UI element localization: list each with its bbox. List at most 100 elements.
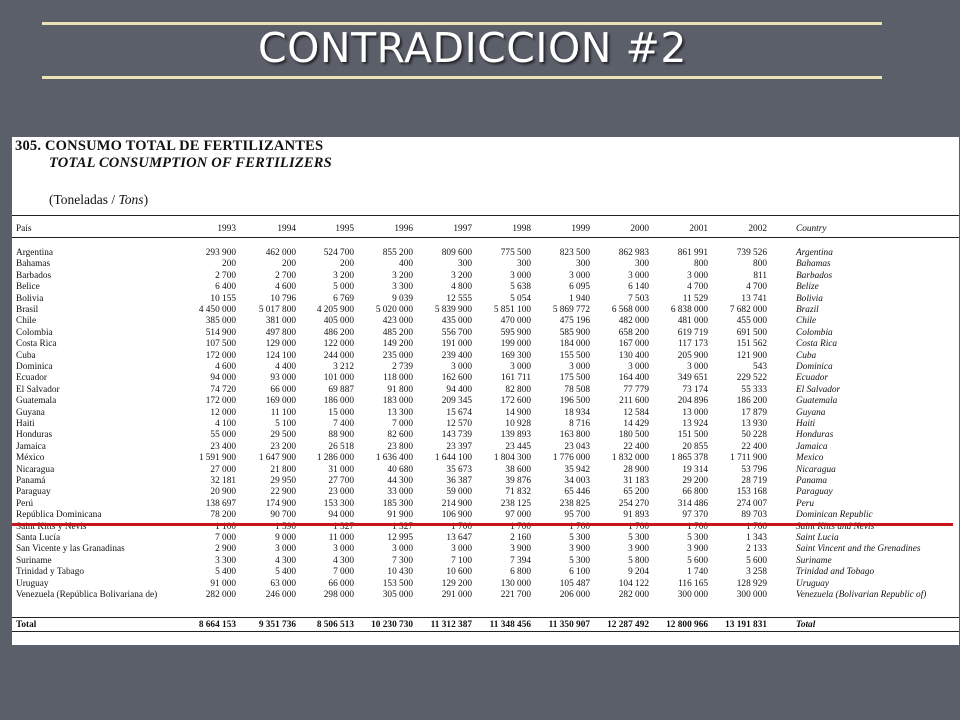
row-value: 32 181 [210,476,236,486]
row-value: 191 000 [441,339,472,349]
row-value: 1 711 900 [730,453,767,463]
row-value: 214 900 [441,499,472,509]
row-value: 94 400 [446,385,472,395]
row-value: 10 928 [505,419,531,429]
table-top-rule [12,215,959,216]
row-value: 206 000 [559,590,590,600]
row-value: 482 000 [618,316,649,326]
row-pais: Perú [16,499,34,509]
row-value: 5 000 [333,282,354,292]
row-value: 235 000 [382,351,413,361]
row-country: Dominican Republic [796,510,873,520]
row-value: 291 000 [441,590,472,600]
row-country: Saint Lucia [796,533,839,543]
row-value: 2 739 [392,362,413,372]
row-value: 4 400 [275,362,296,372]
document-title-english: TOTAL CONSUMPTION OF FERTILIZERS [49,155,332,171]
row-value: 4 600 [275,282,296,292]
row-value: 196 500 [559,396,590,406]
row-value: 23 000 [328,487,354,497]
header-year: 2002 [748,224,767,234]
row-pais: Belice [16,282,40,292]
row-value: 775 500 [500,248,531,258]
row-value: 861 991 [677,248,708,258]
row-country: Argentina [796,248,833,258]
row-value: 117 173 [678,339,708,349]
row-value: 9 204 [628,567,649,577]
row-value: 300 [635,259,649,269]
row-value: 4 100 [215,419,236,429]
row-value: 13 930 [741,419,767,429]
row-value: 4 700 [746,282,767,292]
row-value: 90 700 [270,510,296,520]
row-value: 28 900 [623,465,649,475]
row-value: 29 500 [270,430,296,440]
row-value: 3 900 [628,544,649,554]
row-value: 26 518 [328,442,354,452]
row-value: 91 893 [623,510,649,520]
row-value: 12 287 492 [607,620,649,630]
row-value: 5 638 [510,282,531,292]
row-value: 6 140 [628,282,649,292]
row-value: 121 900 [736,351,767,361]
row-value: 23 445 [505,442,531,452]
header-bottom-rule [12,237,959,238]
row-value: 2 133 [746,544,767,554]
row-country: Venezuela (Bolivarian Republic of) [796,590,927,600]
row-value: 7 000 [392,419,413,429]
row-value: 1 591 900 [198,453,236,463]
row-value: 163 800 [559,430,590,440]
row-value: 73 174 [682,385,708,395]
row-value: 71 832 [505,487,531,497]
row-value: 12 584 [623,408,649,418]
row-value: 1 327 [333,522,354,532]
row-value: 91 000 [210,579,236,589]
row-value: 35 942 [564,465,590,475]
row-value: 29 200 [682,476,708,486]
row-value: 1 700 [510,522,531,532]
units-tons: Tons [118,192,144,207]
row-pais: Uruguay [16,579,49,589]
row-country: Ecuador [796,373,829,383]
row-value: 475 196 [559,316,590,326]
row-value: 5 869 772 [552,305,590,315]
row-value: 151 562 [736,339,767,349]
row-value: 82 600 [387,430,413,440]
row-value: 97 370 [682,510,708,520]
row-value: 183 000 [382,396,413,406]
scanned-table-document: 305. CONSUMO TOTAL DE FERTILIZANTES TOTA… [12,137,959,645]
row-value: 20 900 [210,487,236,497]
row-value: 7 100 [451,556,472,566]
row-value: 3 300 [215,556,236,566]
row-value: 300 [517,259,531,269]
row-value: 11 100 [270,408,296,418]
row-value: 238 125 [500,499,531,509]
row-value: 6 769 [333,294,354,304]
row-value: 93 000 [270,373,296,383]
header-pais: País [16,224,32,234]
row-value: 11 000 [328,533,354,543]
header-year: 1998 [512,224,531,234]
row-pais: Santa Lucía [16,533,61,543]
header-country: Country [796,224,827,234]
row-value: 3 200 [392,271,413,281]
row-value: 151 500 [677,430,708,440]
row-value: 13 647 [446,533,472,543]
row-value: 105 487 [559,579,590,589]
row-value: 116 165 [678,579,708,589]
row-value: 7 000 [215,533,236,543]
row-value: 3 300 [392,282,413,292]
row-country: Panama [796,476,827,486]
row-value: 15 674 [446,408,472,418]
row-value: 13 000 [682,408,708,418]
row-value: 739 526 [736,248,767,258]
row-country: Nicaragua [796,465,836,475]
row-value: 811 [753,271,767,281]
row-value: 50 228 [741,430,767,440]
row-value: 423 000 [382,316,413,326]
row-country: Colombia [796,328,833,338]
row-value: 209 345 [441,396,472,406]
row-value: 400 [399,259,413,269]
row-pais: Guatemala [16,396,57,406]
row-country: Paraguay [796,487,833,497]
